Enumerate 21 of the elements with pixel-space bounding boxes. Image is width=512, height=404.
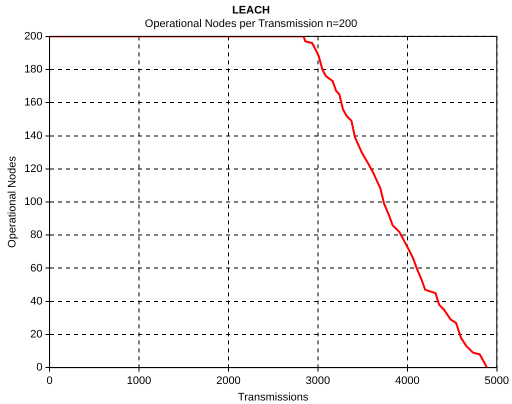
x-tick-label: 1000 (126, 375, 152, 388)
x-tick-label: 2000 (216, 375, 241, 388)
y-tick-label: 20 (30, 328, 43, 341)
y-tick-label: 120 (24, 162, 43, 175)
y-tick-label: 60 (30, 262, 43, 274)
x-tick-label: 5000 (484, 375, 510, 388)
x-tick-label: 4000 (395, 375, 420, 388)
y-tick-label: 140 (24, 130, 43, 142)
y-tick-label: 40 (30, 295, 43, 308)
x-tick-label: 0 (46, 375, 53, 388)
chart-subtitle: Operational Nodes per Transmission n=200 (144, 18, 358, 30)
y-tick-label: 100 (24, 196, 43, 208)
y-tick-label: 200 (24, 30, 43, 42)
chart-title: LEACH (232, 4, 270, 17)
y-tick-label: 160 (24, 96, 43, 109)
x-tick-label: 3000 (306, 375, 330, 388)
x-axis-title: Transmissions (238, 391, 309, 404)
y-axis-title: Operational Nodes (6, 156, 19, 248)
y-tick-label: 180 (24, 64, 43, 76)
y-tick-label: 80 (30, 229, 43, 242)
y-tick-label: 0 (36, 362, 43, 374)
